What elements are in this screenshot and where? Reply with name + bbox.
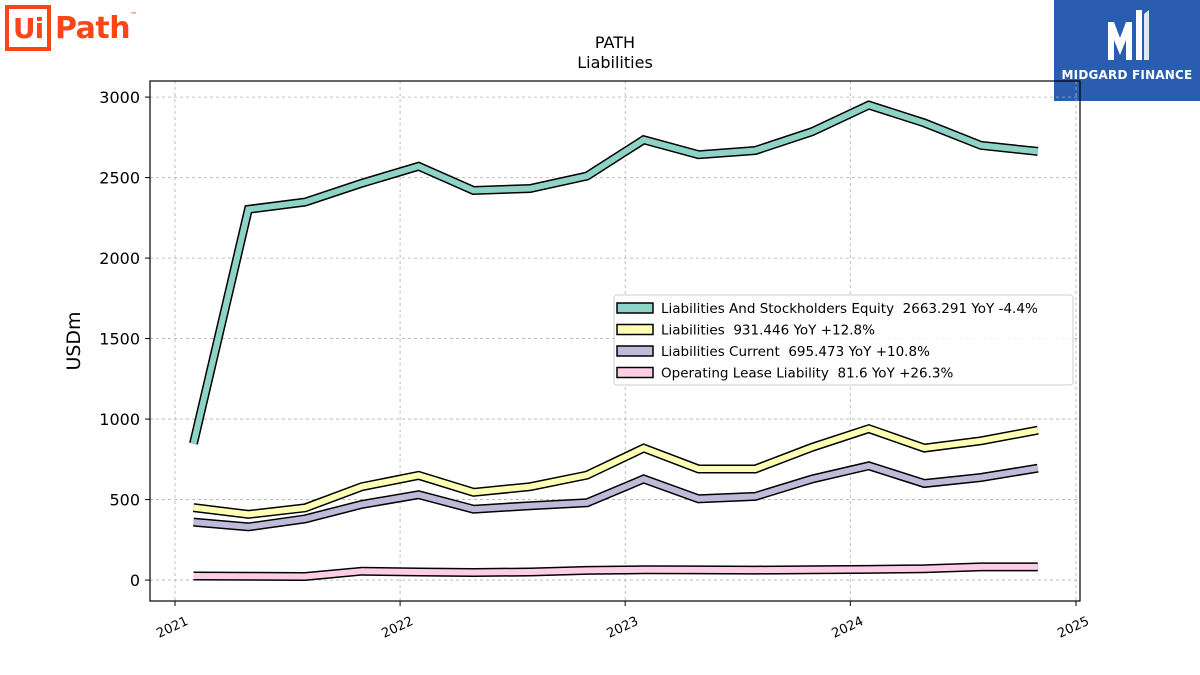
- y-tick-label: 0: [130, 571, 140, 590]
- legend-box: [613, 294, 1074, 386]
- uipath-logo-trademark: ™: [130, 11, 138, 19]
- series-line: [193, 425, 1039, 518]
- legend-entry: Liabilities And Stockholders Equity 2663…: [661, 301, 1038, 317]
- x-tick-label: 2022: [379, 614, 415, 642]
- legend-entry: Operating Lease Liability 81.6 YoY +26.3…: [661, 366, 953, 382]
- plot-frame: [149, 80, 1081, 602]
- y-axis-label: USDm: [63, 311, 85, 370]
- uipath-logo: Ui Path ™: [5, 5, 137, 51]
- y-tick-label: 3000: [99, 88, 140, 107]
- legend: Liabilities And Stockholders Equity 2663…: [613, 294, 1074, 386]
- series-liabilities: [192, 423, 1039, 519]
- y-tick-label: 1500: [99, 330, 140, 349]
- y-tick-label: 1000: [99, 410, 140, 429]
- legend-entry: Liabilities Current 695.473 YoY +10.8%: [661, 344, 930, 360]
- x-tick-label: 2023: [605, 614, 641, 642]
- legend-swatch: [616, 323, 654, 336]
- series-liabilities-and-stockholders-equity: [189, 100, 1039, 445]
- x-tick-label: 2024: [830, 614, 866, 642]
- midgard-logo-name: MIDGARD FINANCE: [1061, 68, 1193, 82]
- uipath-logo-box: Ui: [5, 5, 51, 51]
- legend-swatch: [616, 366, 654, 379]
- series-operating-lease-liability: [193, 562, 1038, 582]
- series-liabilities-current: [193, 461, 1039, 532]
- series-line: [193, 462, 1039, 530]
- series-layer: [189, 100, 1039, 582]
- midgard-logo-icon: [1108, 10, 1149, 60]
- y-tick-label: 2500: [99, 169, 140, 188]
- legend-swatch: [616, 302, 654, 314]
- y-tick-label: 2000: [99, 249, 140, 268]
- series-line: [190, 101, 1039, 445]
- midgard-finance-logo: MIDGARD FINANCE: [1054, 0, 1200, 101]
- legend-swatch: [616, 345, 654, 357]
- x-tick-label: 2025: [1055, 614, 1091, 642]
- legend-entry: Liabilities 931.446 YoY +12.8%: [661, 323, 875, 339]
- x-tick-label: 2021: [154, 614, 190, 642]
- series-line: [193, 563, 1038, 580]
- y-tick-label: 500: [109, 491, 140, 510]
- uipath-logo-text: Path: [55, 10, 131, 46]
- chart-title: PATH: [595, 33, 635, 52]
- chart-subtitle: Liabilities: [577, 53, 653, 72]
